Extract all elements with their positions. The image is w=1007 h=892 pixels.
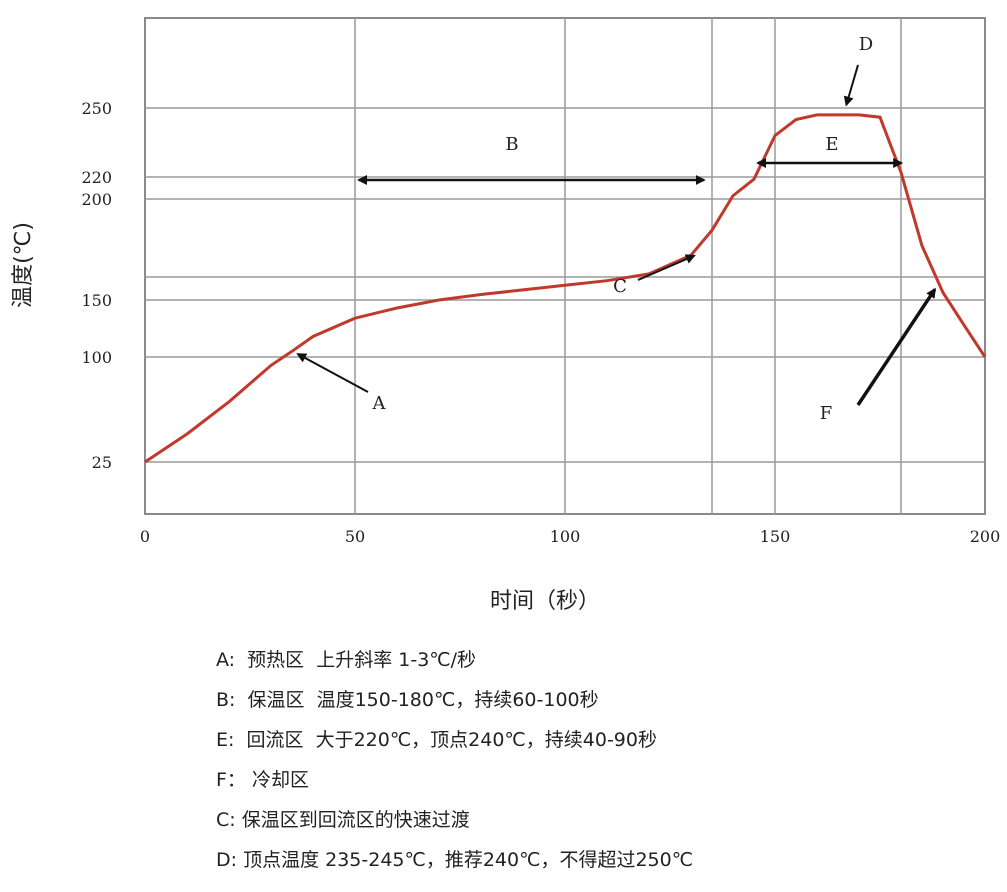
y-tick-100: 100 [81,348,112,367]
x-tick-labels: 0 50 100 150 200 [140,527,1000,546]
legend-line-f: F： 冷却区 [216,769,309,791]
annotation-f-arrow [856,287,937,406]
annotation-a-label: A [372,393,387,414]
x-tick-150: 150 [760,527,791,546]
legend-line-c: C: 保温区到回流区的快速过渡 [216,809,470,831]
legend-line-b: B: 保温区 温度150-180℃，持续60-100秒 [216,689,599,711]
annotation-d-label: D [859,34,873,55]
x-tick-100: 100 [550,527,581,546]
legend-line-e: E: 回流区 大于220℃，顶点240℃，持续40-90秒 [216,729,657,751]
annotation-c-label: C [613,276,627,297]
x-tick-200: 200 [970,527,1001,546]
legend: A: 预热区 上升斜率 1-3℃/秒 B: 保温区 温度150-180℃，持续6… [216,640,976,880]
y-tick-150: 150 [81,291,112,310]
annotation-f-label: F [820,403,833,424]
annotations: A B C D E F [296,34,937,424]
y-tick-labels: 25 100 150 200 220 250 [81,99,112,472]
y-axis-label: 温度(℃) [11,222,36,308]
x-tick-0: 0 [140,527,150,546]
annotation-d-arrow [843,64,859,107]
x-tick-50: 50 [345,527,365,546]
y-tick-200: 200 [81,190,112,209]
annotation-b-label: B [505,134,518,155]
annotation-c-arrow [637,254,696,281]
y-tick-220: 220 [81,168,112,187]
annotation-a-arrow [296,353,369,393]
x-axis-label: 时间（秒） [490,589,600,614]
legend-line-d: D: 顶点温度 235-245℃，推荐240℃，不得超过250℃ [216,849,694,871]
y-tick-25: 25 [92,453,112,472]
y-tick-250: 250 [81,99,112,118]
legend-line-a: A: 预热区 上升斜率 1-3℃/秒 [216,649,477,671]
annotation-e-label: E [825,134,838,155]
